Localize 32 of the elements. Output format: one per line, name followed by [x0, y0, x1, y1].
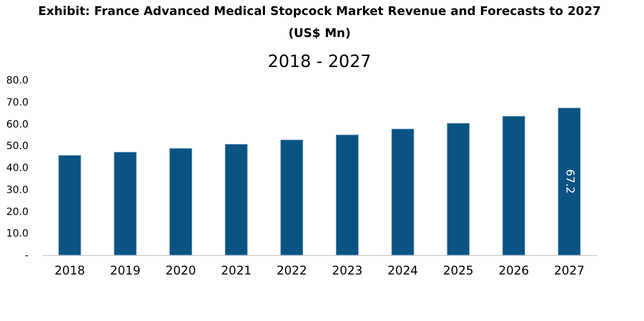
y-tick-label: 10.0	[6, 228, 28, 240]
x-tick-label: 2025	[442, 264, 474, 278]
y-tick-label: 40.0	[6, 163, 28, 174]
x-tick-label: 2024	[387, 264, 418, 278]
x-tick-label: 2019	[110, 264, 141, 278]
y-tick-label: 70.0	[6, 97, 28, 108]
bar	[169, 148, 192, 256]
x-tick-label: 2027	[554, 264, 585, 278]
y-tick-label: 60.0	[6, 119, 28, 130]
y-tick-label: 30.0	[6, 184, 28, 196]
chart-title: Exhibit: France Advanced Medical Stopcock Market Revenue and Forecasts to 2027 (US$ Mn)	[38, 4, 601, 40]
bar	[224, 144, 248, 256]
bar	[58, 155, 82, 256]
y-tick-label: 80.0	[6, 76, 28, 86]
x-tick-label: 2023	[332, 264, 363, 278]
x-tick-label: 2021	[220, 264, 252, 278]
x-tick-label: 2022	[276, 264, 308, 278]
bar	[391, 128, 414, 256]
bar	[558, 108, 581, 256]
chart-subtitle: 2018 - 2027	[268, 52, 372, 72]
bar	[336, 134, 359, 256]
x-tick-label: 2026	[498, 264, 530, 278]
y-tick-label: 20.0	[6, 206, 28, 218]
y-tick-label: 50.0	[6, 141, 28, 152]
bar	[446, 123, 470, 256]
x-tick-label: 2020	[165, 264, 196, 278]
bar	[114, 152, 137, 256]
y-tick-label: -	[24, 250, 29, 262]
x-tick-label: 2018	[54, 264, 86, 278]
bar	[502, 116, 526, 256]
data-label: 67.2	[563, 169, 576, 194]
bar	[280, 140, 304, 256]
